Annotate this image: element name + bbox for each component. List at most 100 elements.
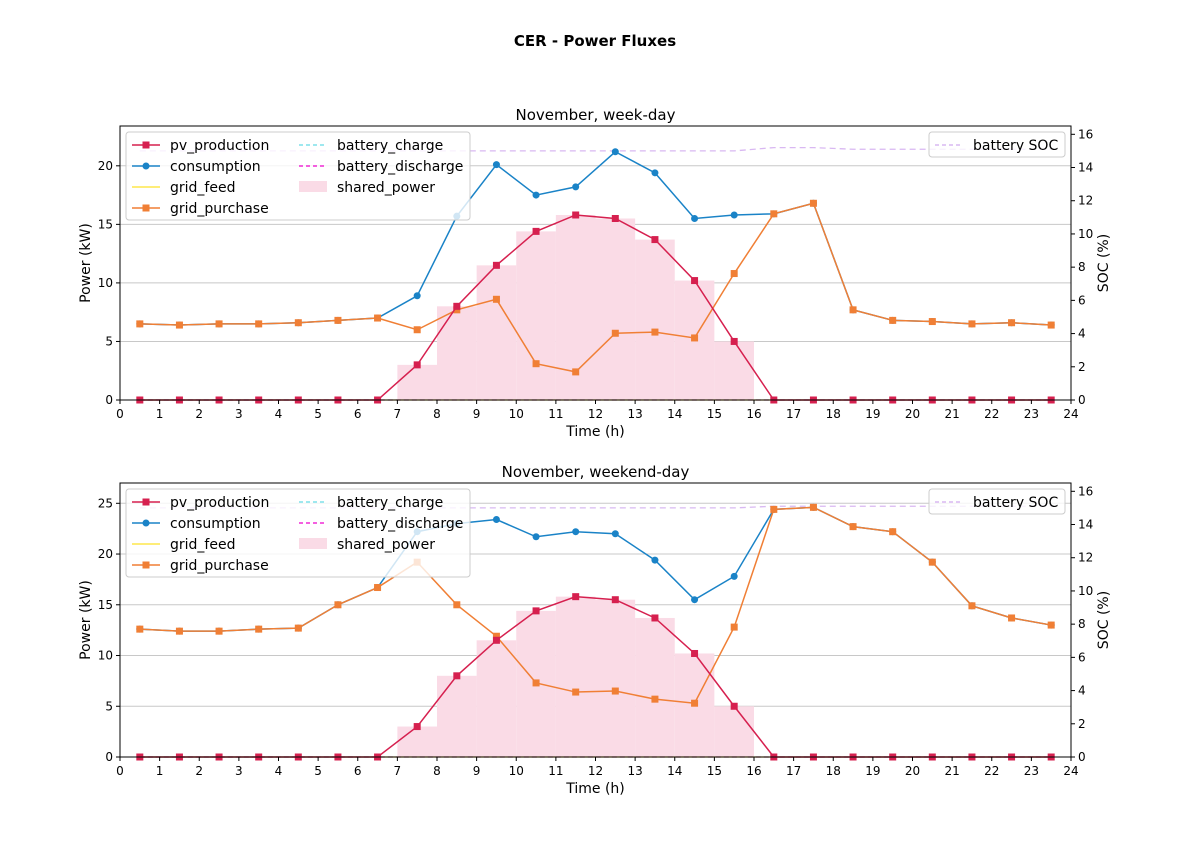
soc-legend-box xyxy=(928,488,1066,515)
grid-purchase-point xyxy=(453,601,461,609)
x-tick-label: 12 xyxy=(588,764,603,778)
shared-power-bar xyxy=(397,726,437,757)
consumption-point xyxy=(413,292,421,300)
grid-purchase-point xyxy=(651,695,659,703)
y2-tick-label: 14 xyxy=(1078,518,1093,532)
grid-purchase-legend-marker xyxy=(142,561,150,569)
grid-purchase-point xyxy=(889,316,897,324)
grid-purchase-point xyxy=(611,329,619,337)
grid-purchase-point xyxy=(374,584,382,592)
x-tick-label: 8 xyxy=(433,407,441,421)
x-tick-label: 11 xyxy=(548,764,563,778)
shared-power-bar xyxy=(437,306,477,400)
y-tick-label: 0 xyxy=(105,393,113,407)
grid-purchase-point xyxy=(374,314,382,322)
grid-purchase-point xyxy=(968,602,976,610)
consumption-point xyxy=(492,161,500,169)
x-tick-label: 23 xyxy=(1024,407,1039,421)
x-tick-label: 0 xyxy=(116,407,124,421)
consumption-point xyxy=(691,596,699,604)
shared-power-bar xyxy=(476,265,517,400)
y2-axis-label: SOC (%) xyxy=(1096,234,1112,292)
x-tick-label: 17 xyxy=(786,407,801,421)
grid-purchase-point xyxy=(572,688,580,696)
grid-purchase-point xyxy=(691,334,699,342)
consumption-point xyxy=(532,191,540,199)
pv-production-point xyxy=(572,593,580,601)
x-tick-label: 20 xyxy=(905,407,920,421)
grid-purchase-point xyxy=(453,306,461,314)
y2-tick-label: 0 xyxy=(1078,393,1086,407)
battery-soc-legend-label: battery SOC xyxy=(973,138,1058,154)
y2-tick-label: 10 xyxy=(1078,227,1093,241)
y-tick-label: 25 xyxy=(98,496,113,510)
grid-purchase-point xyxy=(334,601,342,609)
y-axis-label: Power (kW) xyxy=(78,223,94,303)
grid-purchase-point xyxy=(215,320,223,328)
x-tick-label: 16 xyxy=(746,764,761,778)
y-tick-label: 20 xyxy=(98,159,113,173)
shared-power-bar xyxy=(397,364,437,400)
x-tick-label: 4 xyxy=(275,764,283,778)
x-tick-label: 9 xyxy=(473,407,481,421)
pv-production-point xyxy=(730,702,738,710)
grid-purchase-point xyxy=(175,627,183,635)
pv-production-point xyxy=(691,277,699,285)
x-tick-label: 1 xyxy=(156,407,164,421)
consumption-point xyxy=(572,183,580,191)
grid-purchase-legend-label: grid_purchase xyxy=(170,558,269,574)
legend-box xyxy=(125,488,471,578)
pv-production-point xyxy=(453,302,461,310)
shared-power-legend-label: shared_power xyxy=(337,180,435,196)
y-tick-label: 10 xyxy=(98,649,113,663)
x-tick-label: 13 xyxy=(627,407,642,421)
x-tick-label: 16 xyxy=(746,407,761,421)
x-axis-label: Time (h) xyxy=(565,781,625,797)
shared-power-bar xyxy=(555,596,596,757)
y2-tick-label: 6 xyxy=(1078,650,1086,664)
y2-tick-label: 6 xyxy=(1078,293,1086,307)
grid-purchase-point xyxy=(215,627,223,635)
x-tick-label: 19 xyxy=(865,764,880,778)
grid-purchase-point xyxy=(1008,319,1016,327)
x-tick-label: 20 xyxy=(905,764,920,778)
grid-purchase-point xyxy=(889,528,897,536)
grid-purchase-point xyxy=(334,316,342,324)
grid-purchase-point xyxy=(928,318,936,326)
grid-purchase-point xyxy=(691,699,699,707)
grid-purchase-legend-marker xyxy=(142,204,150,212)
x-tick-label: 22 xyxy=(984,407,999,421)
grid-purchase-point xyxy=(1047,321,1055,329)
grid-purchase-point xyxy=(849,306,857,314)
consumption-point xyxy=(651,556,659,564)
grid-purchase-point xyxy=(611,687,619,695)
soc-legend-box xyxy=(928,131,1066,158)
grid-purchase-point xyxy=(532,360,540,368)
grid-purchase-point xyxy=(809,503,817,511)
pv-production-point xyxy=(492,261,500,269)
weekday-panel: 0 1 2 3 4 5 6 7 8 9 10 11 12 13 14 15 16 17 18 19 20 21 22 23 24… xyxy=(78,106,1112,440)
x-tick-label: 2 xyxy=(195,764,203,778)
grid-purchase-legend-label: grid_purchase xyxy=(170,201,269,217)
x-tick-label: 9 xyxy=(473,764,481,778)
consumption-point xyxy=(532,533,540,541)
x-tick-label: 10 xyxy=(509,407,524,421)
weekend-panel: 0 1 2 3 4 5 6 7 8 9 10 11 12 13 14 15 16 17 18 19 20 21 22 23 24… xyxy=(78,463,1112,797)
shared-power-bar xyxy=(714,341,754,400)
grid-purchase-point xyxy=(1047,621,1055,629)
grid-purchase-point xyxy=(968,320,976,328)
shared-power-bar xyxy=(635,617,675,757)
grid-purchase-point xyxy=(730,623,738,631)
grid-purchase-point xyxy=(809,199,817,207)
battery-soc-legend-label: battery SOC xyxy=(973,495,1058,511)
shared-power-bar xyxy=(595,218,636,400)
battery-charge-legend-label: battery_charge xyxy=(337,495,443,511)
y2-tick-label: 12 xyxy=(1078,551,1093,565)
grid-purchase-point xyxy=(175,321,183,329)
y2-tick-label: 2 xyxy=(1078,717,1086,731)
y2-tick-label: 0 xyxy=(1078,750,1086,764)
pv-production-point xyxy=(453,672,461,680)
shared-power-bar xyxy=(516,231,556,400)
x-tick-label: 1 xyxy=(156,764,164,778)
y2-tick-label: 14 xyxy=(1078,161,1093,175)
